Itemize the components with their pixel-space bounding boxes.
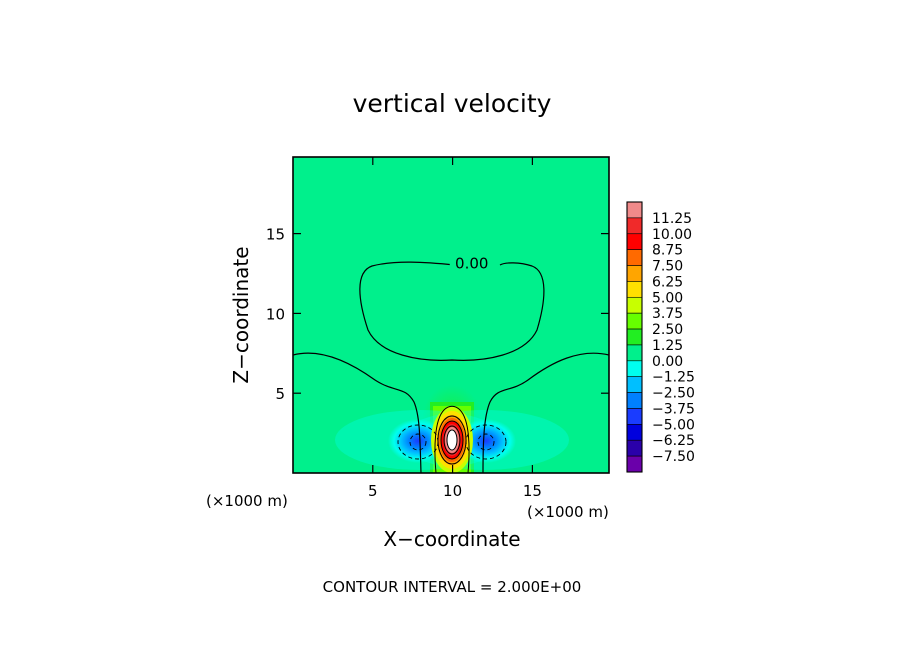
x-tick-label: 5 — [368, 482, 378, 500]
colorbar-swatch — [626, 376, 643, 393]
colorbar-swatch — [626, 265, 643, 282]
negative-contour-left-outer — [397, 424, 439, 460]
z-tick-label: 5 — [275, 385, 285, 403]
colorbar-frame — [626, 201, 643, 473]
colorbar-swatch — [626, 249, 643, 266]
x-tick-label: 15 — [523, 482, 542, 500]
colorbar-label: 2.50 — [652, 322, 683, 338]
x-axis-label: X−coordinate — [383, 527, 520, 551]
contour-interval-note: CONTOUR INTERVAL = 2.000E+00 — [323, 578, 582, 596]
colorbar-swatch — [626, 201, 643, 219]
colorbar-label: 5.00 — [652, 290, 683, 306]
positive-contour-4 — [446, 429, 458, 451]
x-axis-ticks: 5 10 15 — [368, 157, 542, 500]
colorbar-label: 10.00 — [652, 227, 692, 243]
z-axis-label: Z−coordinate — [229, 246, 253, 383]
colorbar-swatch — [626, 281, 643, 298]
colorbar-label: 0.00 — [652, 354, 683, 370]
contour-field — [293, 157, 609, 473]
colorbar-label: 8.75 — [652, 243, 683, 259]
z-tick-label: 10 — [266, 305, 285, 323]
colorbar-label: 11.25 — [652, 211, 692, 227]
negative-contour-right-inner — [477, 433, 495, 451]
updraft-core — [447, 430, 457, 450]
positive-contour-2 — [440, 420, 464, 460]
z-unit-label: (×1000 m) — [206, 492, 288, 510]
plot-frame — [292, 156, 610, 474]
colorbar-label: −1.25 — [652, 370, 695, 386]
colorbar-swatch — [626, 360, 643, 378]
colorbar-label: −6.25 — [652, 433, 695, 449]
colorbar-label: −2.50 — [652, 386, 695, 402]
x-unit-label: (×1000 m) — [527, 503, 609, 521]
zero-contour-left — [293, 352, 422, 473]
colorbar-label: 7.50 — [652, 259, 683, 275]
colorbar-swatch — [626, 233, 643, 250]
colorbar-swatch — [626, 312, 643, 330]
positive-contour-3 — [443, 425, 461, 455]
colorbar-label: 3.75 — [652, 306, 683, 322]
x-tick-label: 10 — [443, 482, 462, 500]
colorbar-swatch — [626, 424, 643, 441]
z-axis-ticks: 5 10 15 — [266, 226, 609, 403]
colorbar-swatch — [626, 392, 643, 409]
zero-contour-right — [482, 352, 609, 473]
positive-contour-outer — [434, 405, 470, 473]
zero-contour-closed — [359, 261, 545, 361]
negative-contour-left-inner — [409, 433, 427, 451]
colorbar: 11.2510.008.757.506.255.003.752.501.250.… — [626, 201, 695, 473]
chart-title: vertical velocity — [353, 89, 552, 118]
colorbar-swatch — [626, 296, 643, 314]
colorbar-label: −5.00 — [652, 417, 695, 433]
colorbar-swatch — [626, 344, 643, 362]
colorbar-label: 6.25 — [652, 274, 683, 290]
colorbar-label: −7.50 — [652, 449, 695, 465]
colorbar-label: 1.25 — [652, 338, 683, 354]
colorbar-swatch — [626, 328, 643, 346]
colorbar-swatch — [626, 408, 643, 425]
colorbar-label: −3.75 — [652, 401, 695, 417]
contour-label-bg — [449, 254, 494, 271]
contour-label: 0.00 — [455, 255, 488, 273]
colorbar-swatch — [626, 439, 643, 457]
colorbar-swatch — [626, 217, 643, 235]
colorbar-swatch — [626, 455, 643, 473]
contour-labels: 0.00 — [449, 254, 494, 273]
z-tick-label: 15 — [266, 226, 285, 244]
negative-contour-right-outer — [465, 424, 507, 460]
